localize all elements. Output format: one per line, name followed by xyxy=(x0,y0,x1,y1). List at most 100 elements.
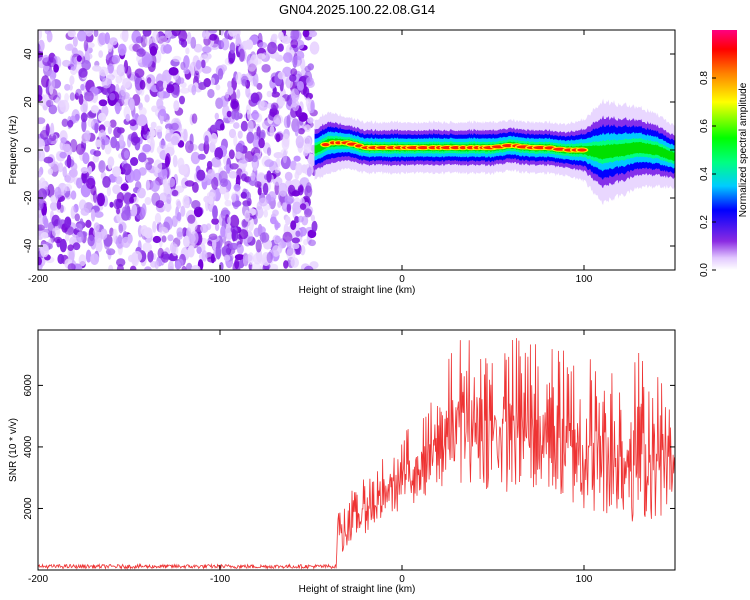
y-tick-label: 4000 xyxy=(23,435,34,458)
noise-speckle xyxy=(223,189,230,201)
noise-speckle xyxy=(207,195,214,205)
noise-speckle xyxy=(211,218,220,225)
noise-speckle xyxy=(157,247,164,259)
noise-speckle xyxy=(116,207,121,215)
noise-speckle xyxy=(80,112,88,123)
noise-speckle xyxy=(259,129,266,140)
noise-speckle xyxy=(38,188,47,200)
snr-x-label: Height of straight line (km) xyxy=(299,584,416,595)
noise-speckle xyxy=(106,186,111,197)
noise-speckle xyxy=(167,177,176,188)
noise-speckle xyxy=(148,130,156,137)
noise-speckle xyxy=(263,209,269,218)
noise-speckle xyxy=(75,143,85,155)
noise-speckle xyxy=(143,53,153,68)
noise-speckle xyxy=(39,129,49,140)
noise-speckle xyxy=(284,195,295,205)
noise-speckle xyxy=(302,30,310,38)
noise-speckle xyxy=(290,30,300,41)
noise-speckle xyxy=(103,120,111,128)
noise-speckle xyxy=(43,156,54,164)
noise-speckle xyxy=(155,50,162,64)
noise-speckle xyxy=(198,82,207,90)
noise-speckle xyxy=(116,192,125,203)
noise-speckle xyxy=(282,231,293,243)
noise-speckle xyxy=(183,68,190,75)
noise-speckle xyxy=(150,180,160,193)
noise-speckle xyxy=(66,154,72,169)
noise-speckle xyxy=(171,189,179,197)
noise-speckle xyxy=(121,94,130,106)
noise-speckle xyxy=(259,232,270,243)
snr-y-ticks: 2000 4000 6000 xyxy=(23,374,675,520)
noise-speckle xyxy=(179,87,190,94)
noise-speckle xyxy=(228,30,236,37)
colorbar-tick-label: 0.0 xyxy=(699,263,710,277)
ridge-hotspot xyxy=(459,146,467,150)
noise-speckle xyxy=(277,43,284,52)
noise-speckle xyxy=(108,264,114,270)
noise-speckle xyxy=(294,216,300,224)
colorbar-tick-label: 0.4 xyxy=(699,167,710,181)
noise-speckle xyxy=(120,84,126,97)
noise-speckle xyxy=(253,216,258,225)
snr-series-line xyxy=(38,338,675,570)
noise-speckle xyxy=(80,207,90,216)
noise-speckle xyxy=(122,77,131,89)
noise-speckle xyxy=(50,161,60,173)
noise-speckle xyxy=(269,125,275,137)
noise-speckle xyxy=(241,78,248,87)
noise-speckle xyxy=(183,128,188,142)
noise-speckle xyxy=(76,231,84,243)
noise-speckle xyxy=(185,262,193,270)
colorbar: 0.0 0.2 0.4 0.6 0.8 Normalized spectral ampl… xyxy=(699,30,749,277)
noise-speckle xyxy=(98,112,107,122)
x-tick-label: 100 xyxy=(576,574,593,585)
noise-speckle xyxy=(162,203,172,212)
noise-speckle xyxy=(129,119,137,127)
noise-speckle xyxy=(97,193,105,207)
noise-speckle xyxy=(152,235,162,244)
noise-speckle xyxy=(185,140,194,154)
noise-speckle xyxy=(104,142,112,155)
noise-speckle xyxy=(45,99,54,108)
noise-speckle xyxy=(107,63,114,74)
noise-speckle xyxy=(114,102,121,115)
noise-speckle xyxy=(219,123,225,131)
noise-speckle xyxy=(44,144,50,153)
noise-speckle xyxy=(38,197,44,211)
noise-speckle xyxy=(228,57,234,65)
noise-speckle xyxy=(123,150,130,159)
noise-speckle xyxy=(275,133,281,143)
noise-speckle xyxy=(215,245,222,260)
noise-speckle xyxy=(231,192,237,203)
noise-speckle xyxy=(130,131,139,146)
noise-speckle xyxy=(250,92,260,104)
noise-speckle xyxy=(223,254,231,262)
noise-speckle xyxy=(292,243,300,250)
noise-speckle xyxy=(80,103,88,113)
noise-speckle xyxy=(311,220,318,232)
noise-speckle xyxy=(75,223,83,231)
noise-speckle xyxy=(63,183,73,192)
noise-speckle xyxy=(170,122,179,131)
noise-speckle xyxy=(60,137,67,144)
noise-speckle xyxy=(160,44,167,55)
noise-speckle xyxy=(40,232,49,239)
noise-speckle xyxy=(149,46,158,56)
noise-speckle xyxy=(144,266,152,270)
noise-speckle xyxy=(235,72,243,85)
noise-speckle xyxy=(57,253,65,265)
noise-speckle xyxy=(242,252,249,267)
noise-speckle xyxy=(286,246,296,261)
noise-speckle xyxy=(74,213,81,222)
noise-speckle xyxy=(202,46,212,54)
noise-speckle xyxy=(150,261,157,268)
noise-speckle xyxy=(253,252,262,265)
noise-speckle xyxy=(139,79,146,90)
noise-speckle xyxy=(217,68,224,80)
noise-speckle xyxy=(175,206,180,220)
noise-speckle xyxy=(236,244,244,255)
noise-speckle xyxy=(286,240,292,250)
